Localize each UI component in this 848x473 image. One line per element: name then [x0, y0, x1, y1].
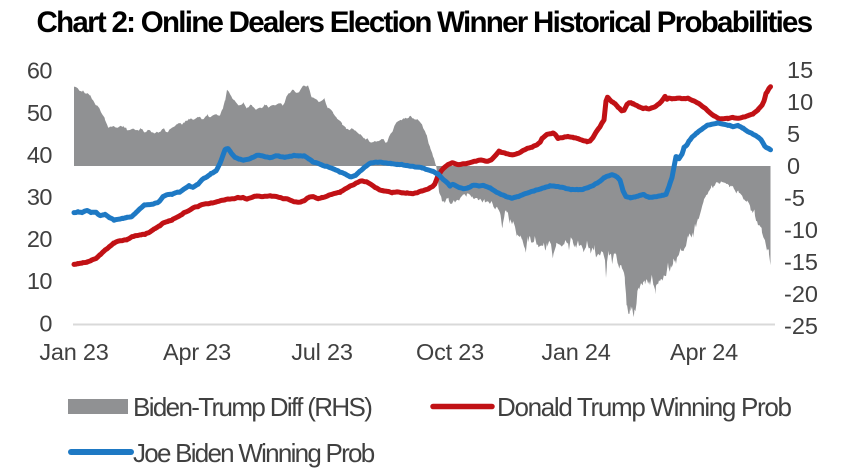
svg-text:15: 15	[787, 57, 813, 83]
svg-text:Biden-Trump Diff (RHS): Biden-Trump Diff (RHS)	[133, 392, 372, 422]
svg-text:10: 10	[787, 89, 813, 115]
svg-text:Jan 23: Jan 23	[39, 339, 108, 365]
svg-text:50: 50	[27, 100, 53, 126]
svg-text:-5: -5	[784, 185, 805, 211]
svg-text:30: 30	[27, 184, 53, 210]
svg-text:Jan 24: Jan 24	[541, 339, 610, 365]
svg-text:-25: -25	[784, 313, 818, 339]
svg-text:Joe Biden Winning Prob: Joe Biden Winning Prob	[133, 438, 375, 468]
svg-text:Chart 2: Online Dealers Electi: Chart 2: Online Dealers Election Winner …	[37, 6, 813, 39]
svg-text:5: 5	[787, 121, 800, 147]
svg-text:60: 60	[27, 58, 53, 84]
svg-text:-15: -15	[784, 249, 818, 275]
svg-text:Jul 23: Jul 23	[291, 339, 353, 365]
svg-text:Donald Trump Winning Prob: Donald Trump Winning Prob	[497, 392, 791, 422]
svg-text:-10: -10	[784, 217, 818, 243]
svg-text:0: 0	[39, 310, 52, 336]
svg-text:20: 20	[27, 226, 53, 252]
svg-text:0: 0	[787, 153, 800, 179]
svg-text:40: 40	[27, 142, 53, 168]
svg-text:10: 10	[27, 268, 53, 294]
svg-text:-20: -20	[784, 281, 818, 307]
svg-text:Apr 24: Apr 24	[670, 339, 738, 365]
svg-text:Apr 23: Apr 23	[163, 339, 231, 365]
svg-text:Oct 23: Oct 23	[416, 339, 484, 365]
